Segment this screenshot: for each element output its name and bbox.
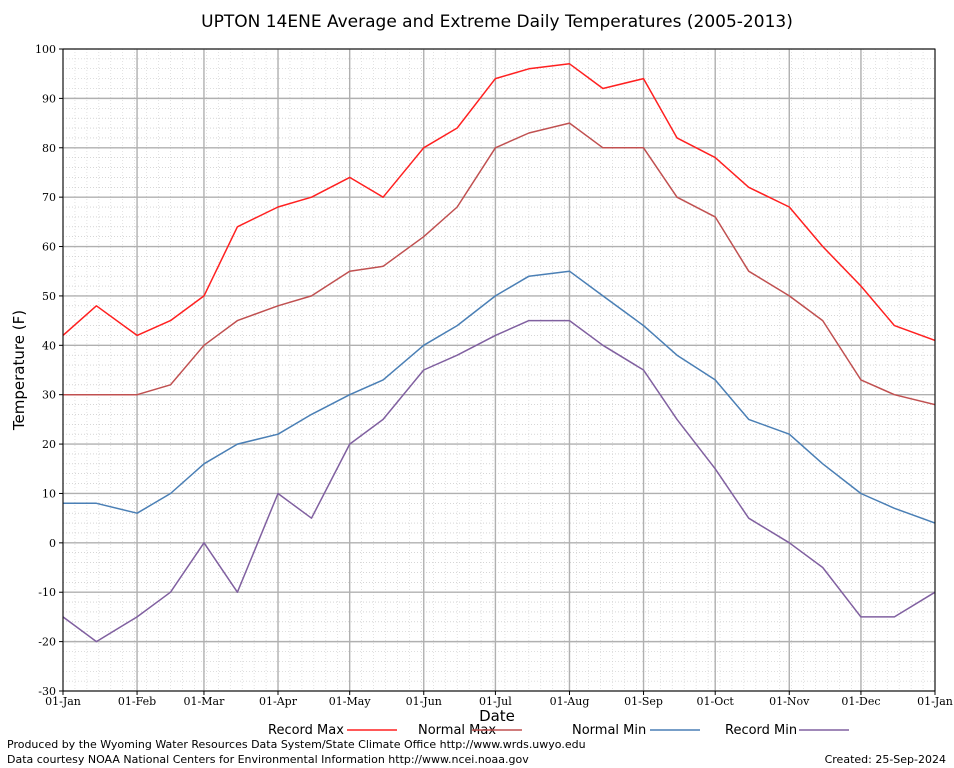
- legend-label-normal-max: Normal Max: [418, 723, 496, 738]
- x-tick-label: 01-Mar: [184, 695, 226, 708]
- legend-label-record-min: Record Min: [725, 723, 797, 738]
- x-tick-label: 01-May: [329, 695, 372, 708]
- x-tick-label: 01-Dec: [841, 695, 880, 708]
- y-tick-label: 60: [42, 241, 56, 254]
- y-tick-label: 100: [35, 43, 56, 56]
- x-tick-label: 01-Feb: [118, 695, 156, 708]
- y-axis-ticks: -30 -20 -10 0 10 20 30 40 50 60 70 80 90 100: [35, 43, 63, 698]
- x-tick-label: 01-Nov: [769, 695, 810, 708]
- x-tick-label: 01-Jan: [917, 695, 953, 708]
- x-tick-label: 01-Jun: [406, 695, 442, 708]
- y-tick-label: 40: [42, 339, 56, 352]
- x-tick-label: 01-Jul: [479, 695, 512, 708]
- legend-label-record-max: Record Max: [268, 723, 344, 738]
- plot-area: [63, 49, 935, 691]
- x-tick-label: 01-Apr: [259, 695, 298, 708]
- y-tick-label: -20: [38, 636, 56, 649]
- y-tick-label: 80: [42, 142, 56, 155]
- y-tick-label: 0: [49, 537, 56, 550]
- x-axis-label: Date: [479, 707, 515, 725]
- y-tick-label: 10: [42, 487, 56, 500]
- y-tick-label: 30: [42, 389, 56, 402]
- footer-source: Data courtesy NOAA National Centers for …: [7, 753, 529, 766]
- y-tick-label: 70: [42, 191, 56, 204]
- series-layer: [63, 63, 935, 643]
- y-tick-label: 20: [42, 438, 56, 451]
- y-axis-label: Temperature (F): [10, 310, 28, 431]
- x-tick-label: 01-Sep: [624, 695, 663, 708]
- series-line-record-max: [63, 63, 935, 342]
- series-line-normal-min: [63, 270, 935, 524]
- series-line-record-min: [63, 319, 935, 643]
- plot-border: [62, 48, 936, 692]
- x-axis-ticks: 01-Jan 01-Feb 01-Mar 01-Apr 01-May 01-Jun 01-J…: [45, 691, 953, 708]
- footer-credit: Produced by the Wyoming Water Resources …: [7, 738, 586, 751]
- x-tick-label: 01-Oct: [697, 695, 735, 708]
- y-tick-label: 50: [42, 290, 56, 303]
- x-tick-label: 01-Aug: [550, 695, 590, 708]
- x-tick-label: 01-Jan: [45, 695, 81, 708]
- y-tick-label: 90: [42, 92, 56, 105]
- series-line-normal-max: [63, 122, 935, 406]
- footer-created: Created: 25-Sep-2024: [824, 753, 946, 766]
- legend: Record Max Normal Max Normal Min Record Min: [268, 723, 849, 738]
- chart-title: UPTON 14ENE Average and Extreme Daily Te…: [201, 12, 793, 32]
- y-tick-label: -10: [38, 586, 56, 599]
- legend-label-normal-min: Normal Min: [572, 723, 646, 738]
- y-tick-label: -30: [38, 685, 56, 698]
